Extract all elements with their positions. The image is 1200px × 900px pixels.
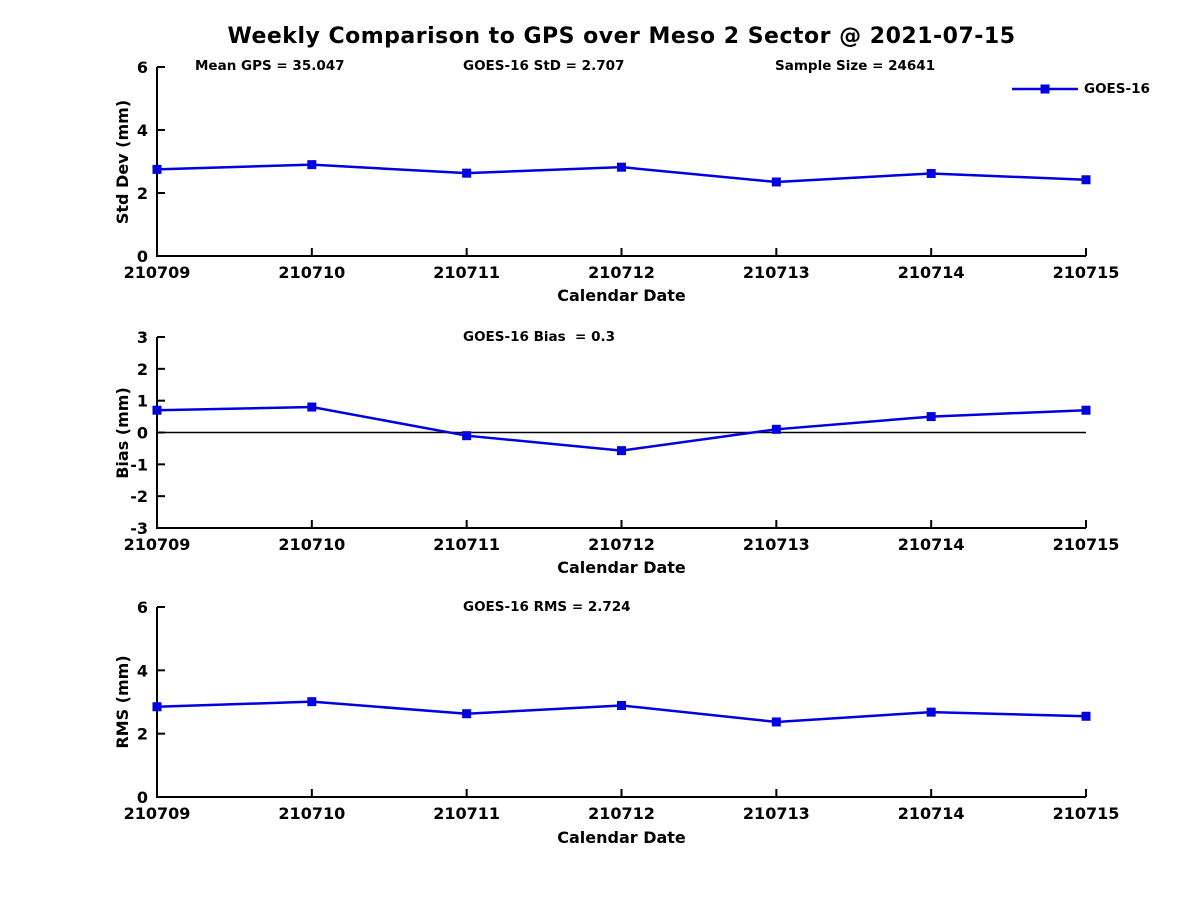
x-tick-label: 210710: [278, 263, 345, 282]
y-tick-label: 1: [137, 392, 148, 411]
y-tick-label: -3: [130, 519, 148, 538]
series-marker: [926, 707, 936, 717]
y-tick-label: 2: [137, 360, 148, 379]
x-tick-label: 210715: [1053, 804, 1120, 823]
chart-rms-vs-date: 0 2 4 6 210709 210710 210711 210712 210713 210714…: [124, 598, 1120, 823]
x-axis-label-chart1: Calendar Date: [557, 286, 686, 305]
y-tick-label: 6: [137, 58, 148, 77]
series-marker: [462, 168, 472, 178]
y-tick-label: 3: [137, 328, 148, 347]
y-tick-label: 0: [137, 424, 148, 443]
legend-label-goes16: GOES-16: [1084, 81, 1150, 97]
axis: [156, 67, 1086, 257]
annotation-sample-size: Sample Size = 24641: [775, 58, 936, 74]
x-tick-label: 210713: [743, 804, 810, 823]
x-tick-label: 210715: [1053, 535, 1120, 554]
series-marker: [152, 405, 162, 415]
x-axis-label-chart2: Calendar Date: [557, 558, 686, 577]
x-tick-label: 210713: [743, 535, 810, 554]
annotation-goes16-bias: GOES-16 Bias = 0.3: [463, 329, 615, 345]
series-marker: [152, 164, 162, 174]
annotation-goes16-rms: GOES-16 RMS = 2.724: [463, 599, 631, 615]
series-marker: [771, 424, 781, 434]
x-tick-label: 210712: [588, 804, 655, 823]
figure-title: Weekly Comparison to GPS over Meso 2 Sec…: [227, 24, 1016, 49]
y-tick-label: 0: [137, 788, 148, 807]
y-tick-label: 4: [137, 121, 148, 140]
chart-std-dev-vs-date: 0 2 4 6 210709 210710 210711 210712 210713 210714…: [124, 58, 1120, 282]
x-tick-label: 210714: [898, 804, 965, 823]
series-marker: [462, 431, 472, 441]
series-marker: [1081, 405, 1091, 415]
y-tick-label: -2: [130, 487, 148, 506]
series-marker: [462, 709, 472, 719]
series-marker: [771, 717, 781, 727]
chart-bias-vs-date: -3 -2 -1 0 1 2 3 210709 210710 210711 210712 210713…: [124, 328, 1120, 554]
series-marker: [617, 446, 626, 456]
legend-sample: [1012, 84, 1078, 94]
x-tick-label: 210711: [433, 263, 500, 282]
series-marker: [617, 162, 626, 172]
annotation-goes16-std: GOES-16 StD = 2.707: [463, 58, 625, 74]
x-tick-label: 210710: [278, 804, 345, 823]
series-marker: [926, 168, 936, 178]
series-marker: [307, 697, 317, 707]
x-tick-label: 210709: [124, 804, 191, 823]
x-tick-label: 210714: [898, 535, 965, 554]
legend-marker: [1040, 84, 1050, 94]
y-tick-label: 2: [137, 725, 148, 744]
y-tick-label: 4: [137, 661, 148, 680]
x-tick-label: 210709: [124, 535, 191, 554]
y-tick-label: -1: [130, 455, 148, 474]
series-marker: [1081, 711, 1091, 721]
series-marker: [1081, 175, 1091, 185]
x-tick-label: 210713: [743, 263, 810, 282]
series-marker: [926, 412, 936, 422]
x-tick-label: 210711: [433, 804, 500, 823]
x-tick-label: 210712: [588, 535, 655, 554]
y-tick-label: 6: [137, 598, 148, 617]
x-tick-label: 210711: [433, 535, 500, 554]
x-tick-label: 210710: [278, 535, 345, 554]
y-tick-label: 2: [137, 184, 148, 203]
x-tick-label: 210714: [898, 263, 965, 282]
x-tick-label: 210712: [588, 263, 655, 282]
x-tick-label: 210715: [1053, 263, 1120, 282]
x-axis-label-chart3: Calendar Date: [557, 828, 686, 847]
series-marker: [152, 702, 162, 712]
series-marker: [307, 160, 317, 170]
series-marker: [771, 177, 781, 187]
annotation-mean-gps: Mean GPS = 35.047: [195, 58, 345, 74]
y-tick-label: 0: [137, 247, 148, 266]
series-marker: [617, 700, 626, 710]
series-marker: [307, 402, 317, 412]
series-line-GOES-16: [156, 405, 1087, 452]
x-tick-label: 210709: [124, 263, 191, 282]
